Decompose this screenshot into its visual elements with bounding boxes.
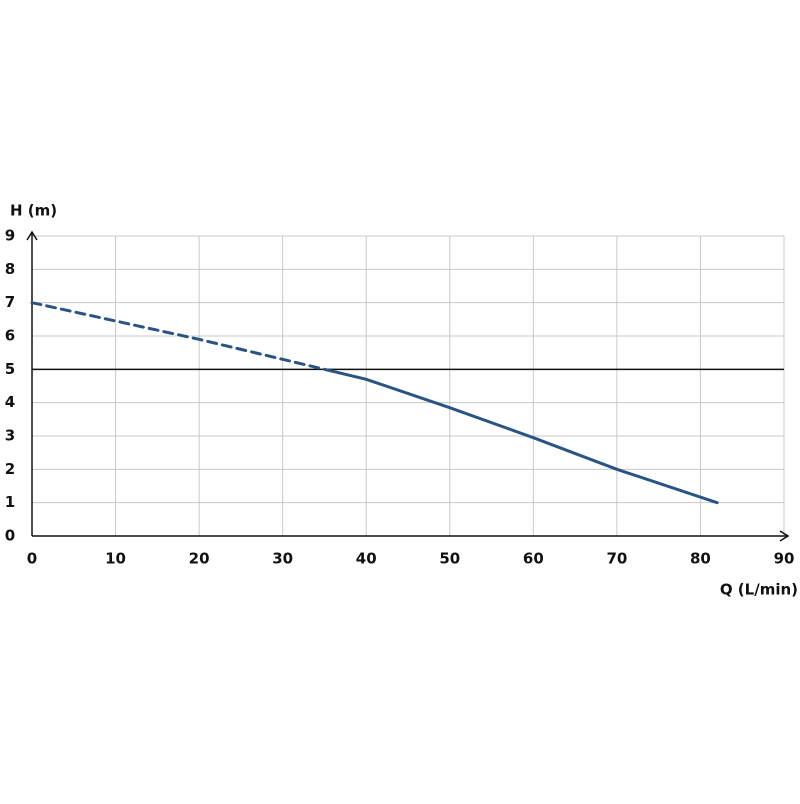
y-tick-label: 3 xyxy=(5,427,15,445)
y-tick-label: 4 xyxy=(5,393,15,411)
x-axis-arrow xyxy=(779,530,790,542)
y-tick-label: 7 xyxy=(5,293,15,311)
x-tick-label: 40 xyxy=(356,550,377,568)
x-tick-label: 30 xyxy=(272,550,293,568)
y-tick-label: 0 xyxy=(5,527,15,545)
pump-curve xyxy=(30,301,326,371)
x-tick-label: 80 xyxy=(690,550,711,568)
y-tick-label: 6 xyxy=(5,327,15,345)
x-tick-label: 10 xyxy=(105,550,126,568)
y-tick-label: 2 xyxy=(5,460,15,478)
y-tick-label: 8 xyxy=(5,260,15,278)
pump-curve xyxy=(322,367,719,505)
x-tick-label: 50 xyxy=(439,550,460,568)
x-tick-label: 70 xyxy=(606,550,627,568)
x-tick-label: 60 xyxy=(523,550,544,568)
x-tick-label: 90 xyxy=(774,550,795,568)
y-axis-arrow xyxy=(26,230,38,241)
x-tick-label: 20 xyxy=(189,550,210,568)
y-tick-label: 5 xyxy=(5,360,15,378)
x-axis-label: Q (L/min) xyxy=(720,581,798,599)
y-tick-label: 1 xyxy=(5,493,15,511)
y-axis-label: H (m) xyxy=(10,202,57,220)
x-tick-label: 0 xyxy=(27,550,37,568)
y-tick-label: 9 xyxy=(5,227,15,245)
